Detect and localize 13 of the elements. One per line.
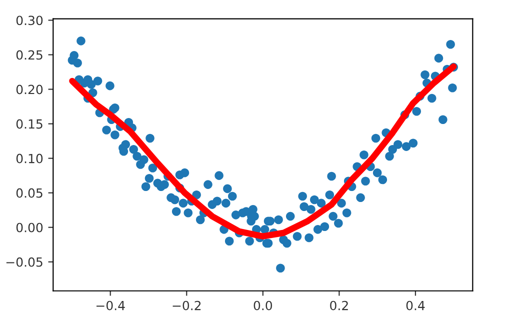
y-tick-label: 0.00	[16, 222, 43, 232]
x-tick-label: 0.0	[254, 300, 272, 310]
y-tick-label: −0.05	[6, 257, 42, 267]
y-tick-label: 0.30	[16, 16, 43, 26]
x-tick-label: −0.2	[172, 300, 201, 310]
x-tick-label: 0.2	[330, 300, 348, 310]
y-tick-label: 0.15	[16, 119, 42, 129]
y-tick-label: 0.05	[16, 188, 42, 198]
y-tick-label: 0.25	[16, 50, 42, 60]
x-tick-label: −0.4	[96, 300, 125, 310]
y-tick-label: 0.10	[16, 154, 43, 164]
y-tick-label: 0.20	[16, 84, 43, 94]
x-tick-label: 0.4	[406, 300, 425, 310]
